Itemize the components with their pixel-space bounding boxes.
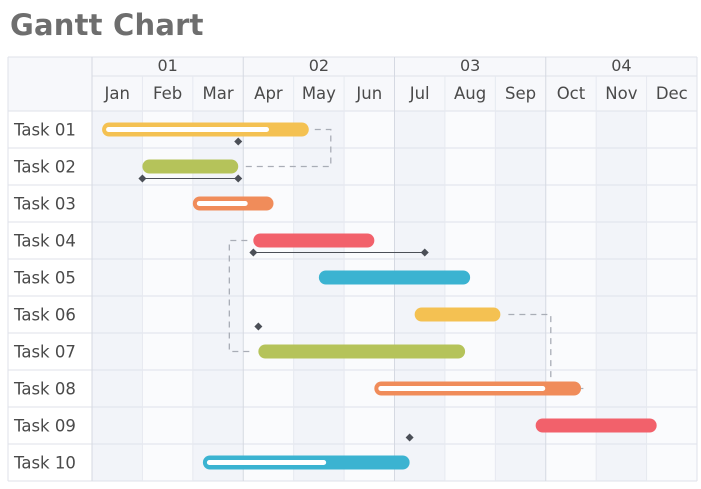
month-label: Mar xyxy=(202,84,233,103)
task-progress xyxy=(196,201,248,206)
task-bar xyxy=(414,307,501,322)
milestone-marker xyxy=(234,174,243,183)
task-bar xyxy=(253,233,375,248)
milestone-marker xyxy=(405,433,414,442)
month-label: Jun xyxy=(355,84,382,103)
month-label: Jan xyxy=(103,84,129,103)
milestone-marker xyxy=(420,248,429,257)
task-bar xyxy=(318,270,471,285)
task-label: Task 06 xyxy=(13,306,76,325)
milestones xyxy=(138,137,429,442)
chart-title: Gantt Chart xyxy=(10,8,204,42)
month-label: Sep xyxy=(505,84,536,103)
task-label: Task 05 xyxy=(13,269,76,288)
grid-lines xyxy=(7,56,698,482)
task-label: Task 02 xyxy=(13,158,76,177)
dependency-line xyxy=(244,128,332,168)
task-label: Task 08 xyxy=(13,380,76,399)
task-label: Task 07 xyxy=(13,343,76,362)
month-label: Oct xyxy=(557,84,586,103)
month-label: Jul xyxy=(409,84,430,103)
task-label: Task 04 xyxy=(13,232,76,251)
task-bars xyxy=(102,122,657,470)
month-label: Feb xyxy=(153,84,182,103)
month-label: Aug xyxy=(454,84,486,103)
milestone-marker xyxy=(138,174,147,183)
month-label: Apr xyxy=(254,84,283,103)
task-progress xyxy=(106,127,270,132)
month-label: Dec xyxy=(656,84,688,103)
task-label: Task 03 xyxy=(13,195,76,214)
task-bar xyxy=(535,418,657,433)
month-label: Nov xyxy=(605,84,637,103)
task-label: Task 10 xyxy=(13,454,76,473)
task-labels: Task 01 Task 02 Task 03 Task 04 Task 05 Task … xyxy=(13,121,76,473)
task-bar xyxy=(142,159,239,174)
task-progress xyxy=(206,460,327,465)
quarter-label: 03 xyxy=(460,56,480,75)
task-label: Task 01 xyxy=(13,121,76,140)
timeline-header: 01 02 03 04 Jan Feb Mar Apr May Jun Jul Aug Sep Oct No… xyxy=(103,56,687,103)
milestone-marker xyxy=(254,322,263,331)
task-progress xyxy=(378,386,546,391)
task-label: Task 09 xyxy=(13,417,76,436)
quarter-label: 01 xyxy=(157,56,177,75)
quarter-label: 02 xyxy=(309,56,329,75)
milestone-marker xyxy=(249,248,258,257)
month-bands xyxy=(8,57,697,481)
month-label: May xyxy=(302,84,336,103)
task-bar xyxy=(258,344,466,359)
quarter-label: 04 xyxy=(611,56,631,75)
milestone-marker xyxy=(234,137,243,146)
